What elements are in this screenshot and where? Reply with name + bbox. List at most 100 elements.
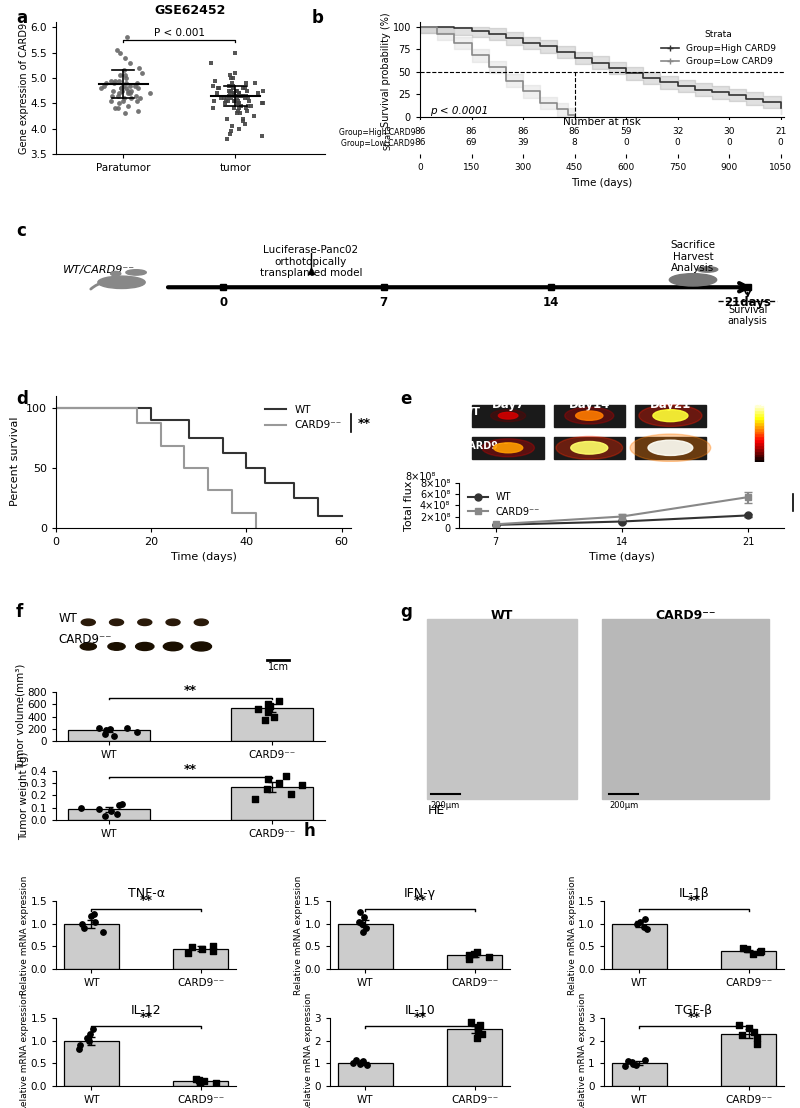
Point (225, 69, 238, 86)
Point (194, 1073, 206, 1090)
Bar (602, 619, 770, 799)
Point (74, 799, 87, 817)
Legend: WT, CARD9⁻⁻: WT, CARD9⁻⁻ (464, 489, 543, 521)
Point (229, 86, 242, 104)
Text: Day7: Day7 (491, 398, 525, 411)
Point (237, 80, 250, 98)
Point (130, 86, 142, 104)
Point (273, 691, 286, 709)
Point (230, 82, 243, 100)
Y-axis label: Total flux: Total flux (404, 480, 414, 531)
Point (630, 1056, 642, 1074)
Text: **: ** (184, 762, 197, 776)
Text: 30: 30 (723, 126, 735, 135)
Bar (64, 1040, 118, 1086)
Point (105, 802, 118, 820)
Point (228, 84, 241, 102)
WT (51, 401, 61, 414)
Text: WT/CARD9⁻⁻: WT/CARD9⁻⁻ (63, 265, 135, 275)
Point (130, 74, 143, 92)
WT (337, 509, 346, 522)
Bar (754, 433, 763, 437)
WT (242, 461, 251, 474)
Point (262, 704, 274, 721)
Title: IL-1β: IL-1β (678, 888, 710, 900)
Point (225, 122, 238, 140)
WT (242, 447, 251, 460)
Title: IFN-γ: IFN-γ (404, 888, 436, 900)
Point (225, 82, 238, 100)
Title: IL-12: IL-12 (130, 1004, 162, 1017)
Bar (174, 948, 228, 970)
Text: ×10⁸: ×10⁸ (754, 399, 775, 408)
Point (117, 76, 130, 94)
Point (120, 69, 133, 86)
Point (207, 92, 220, 110)
Text: 1cm: 1cm (267, 661, 289, 671)
Point (186, 938, 198, 956)
Point (84, 906, 97, 924)
Bar (754, 442, 763, 445)
Bar (266, 658, 293, 661)
Text: c: c (16, 222, 26, 239)
Point (190, 1069, 202, 1087)
Circle shape (639, 404, 702, 427)
Point (205, 54, 218, 72)
Text: 8×10⁸: 8×10⁸ (406, 472, 436, 482)
Text: 0: 0 (778, 138, 783, 147)
Text: 200μm: 200μm (431, 801, 460, 810)
Point (106, 86, 119, 104)
Point (280, 767, 293, 784)
Text: h: h (304, 822, 316, 840)
Point (89, 913, 102, 931)
Text: 3.0: 3.0 (771, 439, 786, 448)
Point (627, 1055, 640, 1073)
Ellipse shape (698, 267, 718, 273)
Bar (64, 924, 118, 970)
Ellipse shape (98, 276, 145, 288)
Point (221, 92, 234, 110)
Point (355, 1054, 368, 1071)
Text: **: ** (184, 684, 197, 697)
Point (105, 92, 118, 110)
Text: **: ** (687, 894, 701, 907)
Point (214, 90, 227, 107)
Bar (473, 404, 544, 427)
Text: d: d (16, 390, 28, 408)
Point (228, 92, 241, 110)
Text: 4.0: 4.0 (771, 452, 786, 461)
Point (99, 74, 112, 92)
Point (232, 120, 245, 137)
Text: a: a (16, 9, 27, 27)
Ellipse shape (163, 643, 182, 650)
Point (228, 64, 241, 82)
Text: Sacrifice
Harvest
Analysis: Sacrifice Harvest Analysis (670, 240, 715, 274)
Point (113, 84, 126, 102)
Title: TNF-α: TNF-α (127, 888, 165, 900)
Point (257, 94, 270, 112)
CARD9⁻⁻ (180, 461, 190, 474)
Point (463, 946, 476, 964)
Ellipse shape (110, 271, 121, 276)
Text: g: g (400, 603, 412, 620)
Point (224, 66, 237, 84)
Bar (754, 445, 763, 448)
Line: CARD9⁻⁻: CARD9⁻⁻ (56, 408, 256, 527)
Point (742, 1019, 755, 1037)
Circle shape (556, 437, 622, 459)
Ellipse shape (194, 619, 208, 626)
Point (131, 92, 144, 110)
Point (118, 61, 130, 79)
WT (261, 476, 270, 490)
Point (464, 1014, 477, 1032)
Point (118, 90, 131, 107)
Point (232, 86, 245, 104)
Point (115, 80, 128, 98)
Point (251, 84, 264, 102)
Point (748, 1023, 761, 1040)
X-axis label: Time (days): Time (days) (589, 552, 654, 562)
Point (113, 72, 126, 90)
Point (111, 804, 124, 822)
Text: HE: HE (427, 804, 445, 817)
Point (630, 915, 643, 933)
